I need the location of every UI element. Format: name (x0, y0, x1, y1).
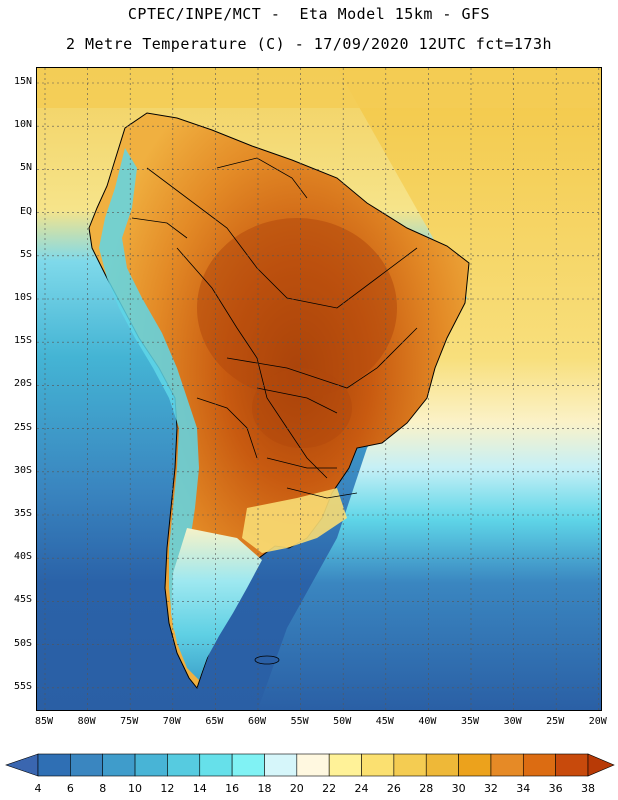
lat-label: 15N (13, 76, 32, 87)
colorbar-box (425, 753, 459, 777)
colorbar-tick-label: 22 (322, 782, 337, 795)
colorbar-tick-label: 16 (225, 782, 240, 795)
lat-label: 5N (19, 162, 32, 174)
colorbar-tick-label: 8 (99, 782, 107, 795)
lon-label: 35W (460, 716, 480, 727)
colorbar-tick-label: 18 (257, 782, 272, 795)
colorbar-tick-label: 4 (34, 782, 42, 795)
caribbean-sea (37, 68, 601, 108)
colorbar-box (393, 753, 427, 777)
lat-label: 35S (13, 508, 32, 519)
colorbar-tick-label: 12 (160, 782, 175, 795)
lat-label: 30S (13, 464, 32, 476)
colorbar-arrow-high (587, 753, 615, 777)
lat-lon-grid (37, 68, 601, 710)
colorbar-box (458, 753, 492, 777)
colorbar-box (167, 753, 201, 777)
colorbar-tick-label: 26 (386, 782, 401, 795)
colorbar-tick-label: 36 (548, 782, 563, 795)
colorbar-tick-label: 34 (516, 782, 531, 795)
colorbar-box (199, 753, 233, 777)
colorbar-box (328, 753, 362, 777)
colorbar-box (361, 753, 395, 777)
colorbar-tick-label: 30 (451, 782, 466, 795)
colorbar-tick-label: 14 (192, 782, 207, 795)
lon-label: 70W (162, 716, 181, 727)
colorbar-tick-label: 20 (289, 782, 304, 795)
andes-cool-band (99, 148, 199, 648)
chart-subtitle: 2 Metre Temperature (C) - 17/09/2020 12U… (65, 35, 553, 53)
colorbar-box (231, 753, 265, 777)
lat-label: 10S (13, 292, 32, 303)
lon-label: 60W (247, 716, 267, 727)
falkland-islands (254, 655, 280, 665)
map-panel (36, 67, 602, 711)
lat-label: 25S (13, 421, 32, 433)
lon-label: 25W (546, 716, 565, 727)
lon-label: 30W (503, 716, 522, 727)
lat-label: 10N (13, 119, 32, 131)
lat-label: 50S (13, 637, 32, 649)
lon-label: 75W (120, 716, 139, 727)
colorbar-tick-label: 38 (581, 782, 595, 795)
colorbar-box (555, 753, 589, 777)
colorbar-tick-label: 32 (483, 782, 498, 795)
patagonia-region (171, 528, 262, 680)
pampas-region (242, 488, 347, 553)
lon-label: 40W (418, 716, 437, 727)
chart-title: CPTEC/INPE/MCT - Eta Model 15km - GFS (127, 5, 491, 23)
colorbar-tick-label: 24 (354, 782, 369, 795)
colorbar-tick-label: 6 (66, 782, 74, 795)
central-hot-core (252, 368, 352, 448)
lon-label: 80W (77, 716, 96, 727)
colorbar-box (102, 753, 136, 777)
colorbar-box (522, 753, 556, 777)
colorbar-tick-label: 10 (128, 782, 143, 795)
colorbar-box (490, 753, 524, 777)
country-borders (131, 157, 418, 499)
lon-label: 65W (205, 716, 224, 727)
colorbar-tick-label: 28 (419, 782, 434, 795)
colorbar-box (296, 753, 330, 777)
lon-label: 50W (333, 716, 352, 727)
amazon-hot-core (197, 218, 397, 398)
colorbar-box (37, 753, 71, 777)
lat-label: 20S (13, 378, 32, 390)
colorbar-box (264, 753, 298, 777)
colorbar-box (134, 753, 168, 777)
lon-label: 20W (588, 716, 607, 727)
lat-label: 55S (13, 680, 32, 692)
colorbar (5, 753, 615, 777)
lon-label: 55W (290, 716, 309, 727)
lon-label: 45W (375, 716, 394, 727)
lat-label: EQ (19, 205, 32, 217)
lon-label: 85W (34, 716, 54, 727)
lat-label: 40S (13, 551, 32, 563)
lat-label: 15S (13, 335, 32, 347)
colorbar-box (70, 753, 104, 777)
lat-label: 5S (19, 248, 32, 260)
colorbar-arrow-low (5, 753, 39, 777)
lat-label: 45S (13, 594, 32, 606)
temperature-map (37, 68, 601, 710)
